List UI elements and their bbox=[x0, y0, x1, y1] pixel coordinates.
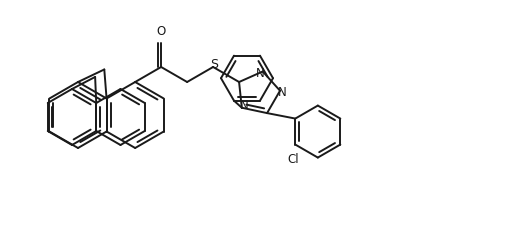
Text: N: N bbox=[256, 67, 265, 80]
Text: N: N bbox=[277, 86, 286, 99]
Text: O: O bbox=[156, 25, 165, 38]
Text: S: S bbox=[210, 57, 218, 71]
Text: N: N bbox=[239, 99, 248, 112]
Text: Cl: Cl bbox=[287, 153, 299, 166]
